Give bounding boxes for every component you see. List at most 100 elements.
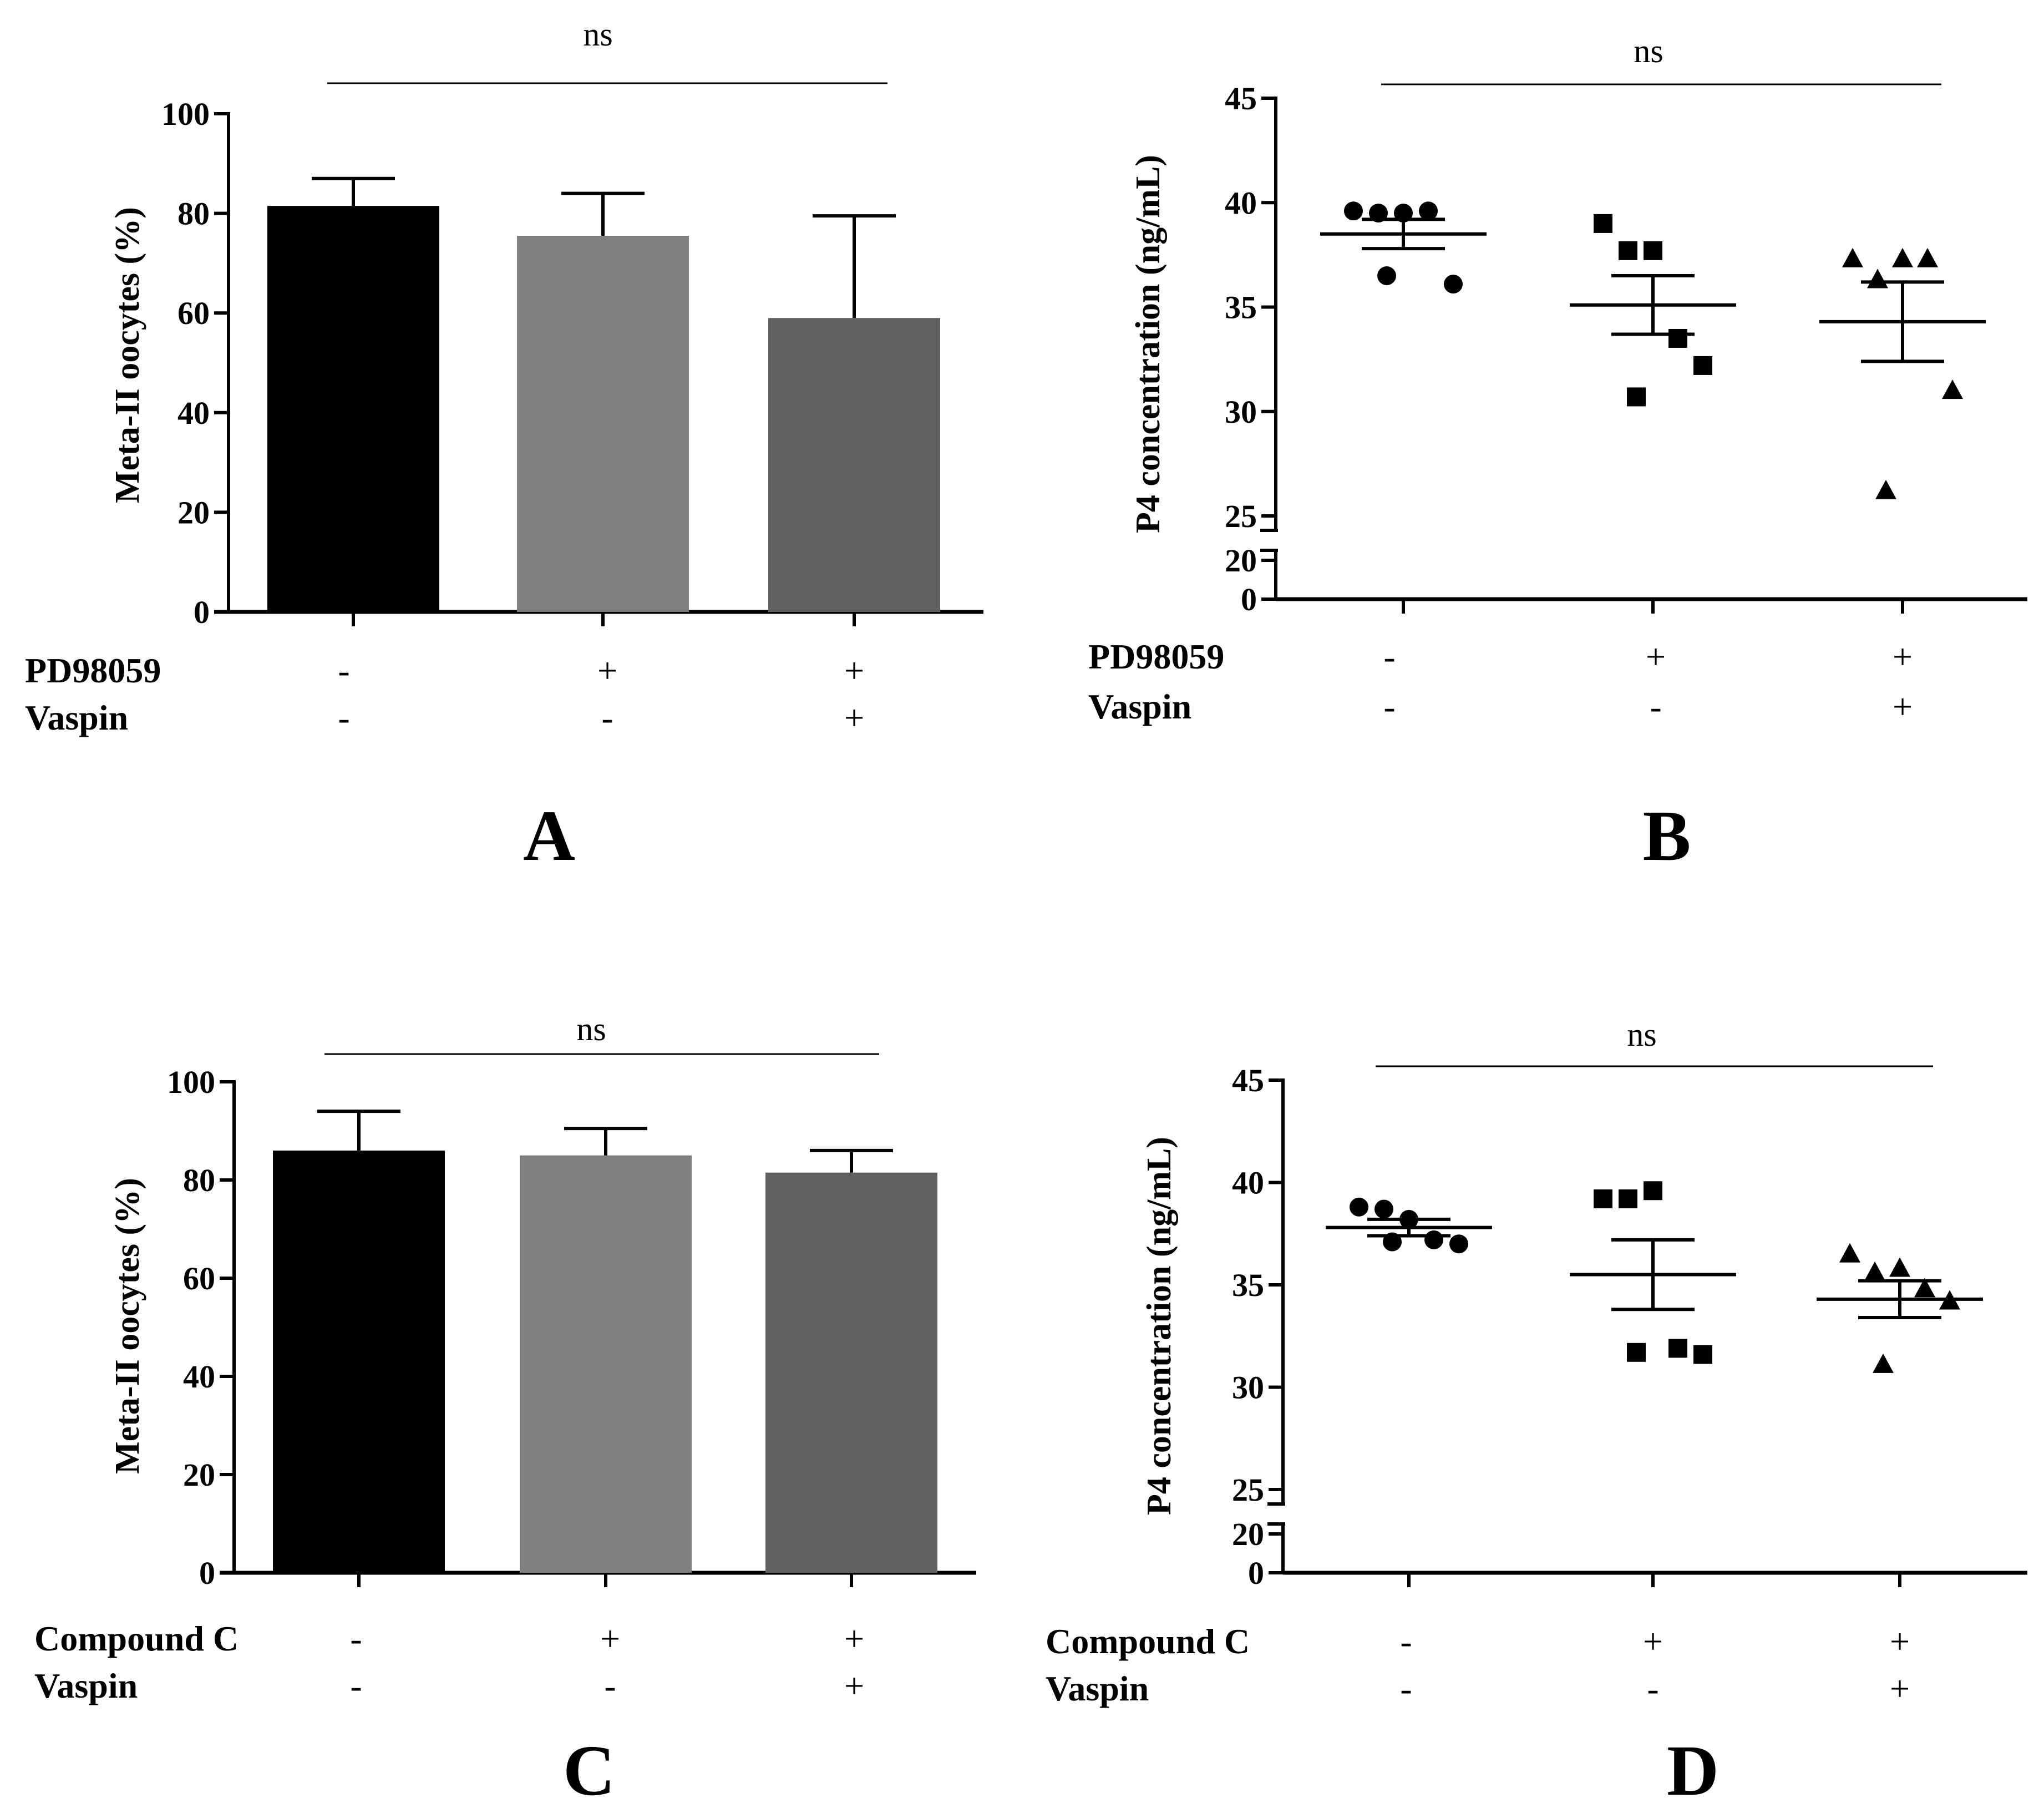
data-point (1399, 1209, 1418, 1229)
treatment-sign: + (844, 1666, 864, 1705)
treatment-sign: - (1650, 687, 1661, 726)
y-tick-label: 45 (1225, 80, 1257, 117)
panel-d: 020 25 30 35 40 45 P4 concentration (ng/mL) ns C… (1046, 1016, 2027, 1808)
data-point (1668, 328, 1687, 348)
y-tick-label: 0 (199, 1555, 215, 1591)
data-point (1444, 275, 1463, 294)
y-tick-label: 0 (194, 594, 210, 630)
data-point (1914, 1278, 1935, 1298)
y-tick-label: 20 (177, 494, 210, 530)
y-tick-label: 100 (167, 1064, 215, 1100)
y-axis-title: P4 concentration (ng/mL) (1140, 1137, 1178, 1515)
data-point (1424, 1230, 1443, 1249)
y-tick-label: 45 (1232, 1062, 1264, 1098)
treatment-label: Vaspin (34, 1666, 138, 1705)
data-point (1939, 1290, 1960, 1310)
data-point (1867, 269, 1888, 288)
y-tick-label: 0 (1248, 1555, 1264, 1591)
y-tick-label: 20 (1232, 1516, 1264, 1552)
y-axis-title: Meta-II oocytes (%) (109, 207, 146, 503)
y-tick-label: 80 (177, 196, 210, 232)
bar (273, 1150, 445, 1573)
treatment-sign: + (1646, 637, 1666, 676)
significance-label: ns (1627, 1016, 1656, 1053)
panel-label: A (523, 796, 575, 876)
y-axis-title: P4 concentration (ng/mL) (1129, 155, 1167, 533)
treatment-label: Vaspin (1088, 687, 1191, 726)
data-point (1842, 247, 1863, 267)
bar (267, 206, 439, 612)
treatment-label: Compound C (1046, 1622, 1250, 1661)
y-tick-label: 60 (183, 1260, 215, 1297)
y-tick-label: 30 (1225, 394, 1257, 430)
treatment-label: Vaspin (25, 698, 128, 737)
bar (520, 1155, 692, 1573)
significance-label: ns (1634, 33, 1663, 69)
data-point (1644, 241, 1662, 260)
y-tick-label: 40 (183, 1359, 215, 1395)
treatment-sign: - (1383, 687, 1395, 726)
bar (517, 236, 689, 612)
data-point (1394, 204, 1413, 223)
y-tick-label: 35 (1232, 1267, 1264, 1303)
treatment-sign: + (1893, 637, 1913, 676)
data-point (1594, 214, 1612, 233)
data-point (1917, 247, 1938, 267)
y-axis-title: Meta-II oocytes (%) (109, 1178, 146, 1474)
treatment-label: Compound C (34, 1619, 239, 1658)
y-tick-label: 40 (177, 395, 210, 431)
data-point (1383, 1232, 1402, 1252)
treatment-sign: - (1400, 1669, 1412, 1708)
data-point (1449, 1234, 1468, 1254)
treatment-sign: + (1890, 1669, 1910, 1708)
treatment-sign: + (597, 651, 617, 690)
data-point (1942, 379, 1963, 399)
treatment-sign: - (604, 1666, 616, 1705)
y-tick-label: 40 (1225, 185, 1257, 221)
treatment-label: PD98059 (25, 651, 161, 690)
significance-label: ns (576, 1011, 606, 1047)
data-point (1693, 356, 1712, 375)
treatment-sign: - (350, 1619, 362, 1658)
panel-label: C (563, 1731, 615, 1808)
y-tick-label: 20 (1225, 543, 1257, 579)
panel-b: 020 25 30 35 40 45 P4 concentration (ng/mL) ns P… (1088, 33, 2027, 876)
treatment-sign: + (600, 1619, 620, 1658)
treatment-sign: - (338, 651, 349, 690)
panel-label: B (1643, 796, 1691, 876)
data-point (1377, 266, 1396, 286)
y-tick-label: 25 (1225, 498, 1257, 534)
data-point (1875, 479, 1896, 499)
treatment-label: Vaspin (1046, 1669, 1149, 1708)
treatment-sign: + (1890, 1622, 1910, 1661)
bar (768, 318, 940, 612)
y-tick-label: 100 (161, 96, 210, 132)
y-tick-label: 40 (1232, 1165, 1264, 1201)
data-point (1350, 1197, 1368, 1217)
treatment-sign: + (1643, 1622, 1663, 1661)
data-point (1419, 201, 1438, 221)
panel-label: D (1667, 1731, 1719, 1808)
bar (765, 1172, 937, 1573)
panel-a: 0 20 40 60 80 100 Meta-II oocytes (%) ns PD98059… (25, 16, 983, 876)
treatment-sign: + (1893, 687, 1913, 726)
treatment-sign: + (844, 651, 864, 690)
treatment-sign: - (1400, 1622, 1412, 1661)
data-point (1627, 1343, 1646, 1362)
data-point (1892, 247, 1913, 267)
treatment-sign: - (338, 698, 349, 737)
panel-c: 0 20 40 60 80 100 Meta-II oocytes (%) ns Compoun… (34, 1011, 976, 1808)
data-point (1839, 1243, 1860, 1263)
y-tick-label: 35 (1225, 290, 1257, 326)
data-point (1369, 204, 1388, 223)
data-point (1693, 1345, 1712, 1364)
data-point (1374, 1199, 1393, 1219)
data-point (1619, 241, 1637, 260)
data-point (1619, 1189, 1637, 1209)
data-point (1644, 1181, 1662, 1201)
y-tick-label: 30 (1232, 1370, 1264, 1406)
y-tick-label: 60 (177, 295, 210, 331)
y-tick-label: 0 (1241, 581, 1257, 617)
data-point (1668, 1339, 1687, 1358)
